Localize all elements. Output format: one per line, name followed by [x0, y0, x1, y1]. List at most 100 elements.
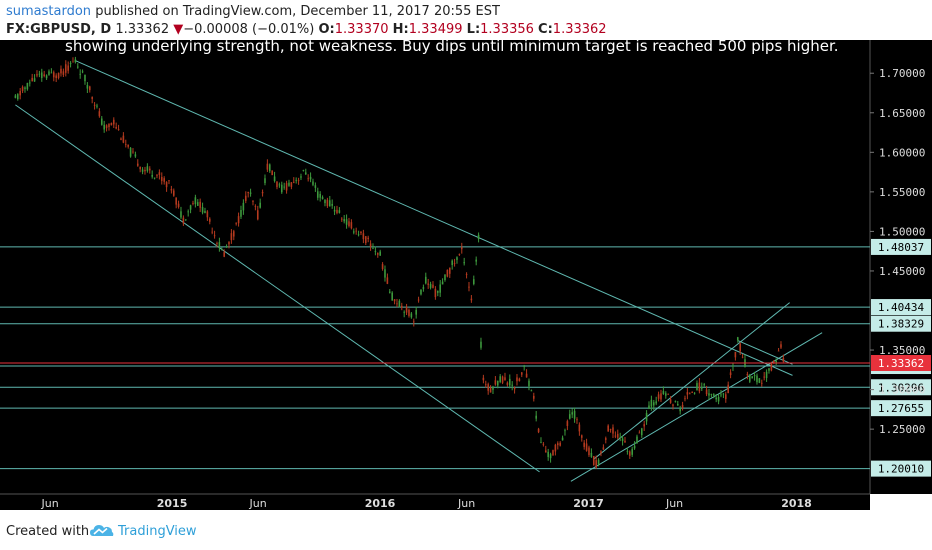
y-tick-label: 1.25000 [879, 423, 925, 436]
candle-body [708, 393, 710, 396]
candle-body [393, 299, 396, 302]
candle-body [24, 87, 26, 89]
y-tick-label: 1.55000 [879, 186, 925, 199]
candle-body [184, 219, 187, 221]
candle-body [153, 177, 156, 179]
candle-body [285, 183, 288, 191]
tradingview-brand[interactable]: TradingView [118, 524, 197, 539]
candle-body [415, 309, 417, 315]
candle-body [470, 298, 473, 301]
candle-body [26, 82, 29, 90]
candle-body [52, 72, 55, 78]
candle-body [417, 299, 420, 301]
price-axis[interactable] [870, 40, 932, 494]
candle-body [693, 392, 696, 394]
candle-body [307, 178, 309, 180]
candle-body [676, 403, 679, 406]
candle-body [283, 186, 285, 188]
candle-body [434, 288, 437, 298]
candle-body [40, 72, 43, 78]
candle-body [79, 73, 81, 75]
candle-body [175, 197, 177, 205]
candle-body [638, 432, 641, 434]
candle-body [496, 380, 499, 386]
price-chart[interactable]: 1.480371.404341.383291.329811.302961.276… [0, 37, 932, 510]
candle-body [760, 382, 763, 384]
candle-body [564, 430, 566, 432]
candle-body [763, 376, 765, 378]
candle-body [62, 71, 65, 75]
candle-body [124, 143, 127, 145]
candle-body [684, 398, 686, 400]
candle-body [532, 395, 535, 399]
candle-body [780, 344, 782, 348]
level-label: 1.38329 [878, 318, 924, 331]
candle-body [261, 191, 264, 194]
candle-body [571, 412, 573, 415]
candle-body [700, 387, 703, 389]
candle-body [696, 383, 698, 391]
candle-body [396, 303, 398, 305]
candle-body [163, 178, 165, 182]
candle-body [566, 421, 569, 426]
trendline[interactable] [15, 104, 540, 473]
candle-body [710, 393, 713, 395]
candle-body [561, 437, 564, 441]
candle-body [590, 452, 593, 457]
candle-body [280, 184, 283, 193]
candle-body [225, 246, 228, 248]
created-with-label: Created with [6, 524, 90, 539]
candle-body [420, 289, 422, 295]
candle-body [151, 175, 153, 177]
candle-body [674, 401, 677, 403]
candle-body [609, 429, 612, 430]
candle-body [326, 199, 329, 207]
close-label: C: [538, 22, 553, 37]
candle-body [376, 253, 379, 255]
y-tick-label: 1.60000 [879, 146, 925, 159]
candle-body [768, 368, 770, 371]
time-axis[interactable] [0, 494, 870, 510]
candle-body [136, 163, 139, 166]
last-price-label: 1.33362 [878, 357, 924, 370]
candle-body [391, 292, 393, 301]
tradingview-cloud-icon[interactable] [90, 522, 114, 542]
candle-body [220, 249, 223, 251]
candle-body [660, 393, 662, 400]
y-tick-label: 1.50000 [879, 225, 925, 238]
candle-body [388, 291, 391, 293]
chart-annotation: showing underlying strength, not weaknes… [65, 40, 839, 55]
x-tick-label: 2018 [781, 497, 812, 510]
candle-body [122, 135, 125, 143]
candle-body [72, 61, 74, 63]
candle-body [667, 393, 669, 395]
y-tick-label: 1.30000 [879, 384, 925, 397]
candle-body [520, 372, 523, 375]
plot-area[interactable] [0, 40, 870, 494]
candle-body [595, 460, 597, 468]
candle-body [544, 450, 547, 453]
candle-body [643, 424, 645, 427]
level-label-box [871, 400, 931, 417]
candle-body [751, 376, 753, 379]
candle-body [705, 389, 708, 395]
trendline[interactable] [75, 60, 793, 376]
candle-body [489, 387, 492, 393]
trendline[interactable] [570, 332, 823, 482]
candle-body [405, 306, 408, 313]
candle-body [619, 436, 621, 439]
candle-body [55, 75, 57, 79]
candle-body [19, 90, 21, 96]
candle-body [484, 384, 487, 386]
publisher-name[interactable]: sumastardon [6, 4, 92, 19]
open-value: 1.33370 [334, 22, 389, 37]
candle-body [141, 169, 144, 172]
candle-body [189, 205, 192, 210]
last-price-label-box [871, 355, 931, 372]
candle-body [741, 356, 744, 358]
ohlc-line: FX:GBPUSD, D 1.33362 ▼−0.00008 (−0.01%) … [6, 22, 607, 37]
candle-body [441, 281, 444, 285]
trendline[interactable] [593, 302, 790, 460]
candle-body [218, 242, 221, 248]
chart-panel[interactable]: 1.480371.404341.383291.329811.302961.276… [0, 37, 932, 510]
